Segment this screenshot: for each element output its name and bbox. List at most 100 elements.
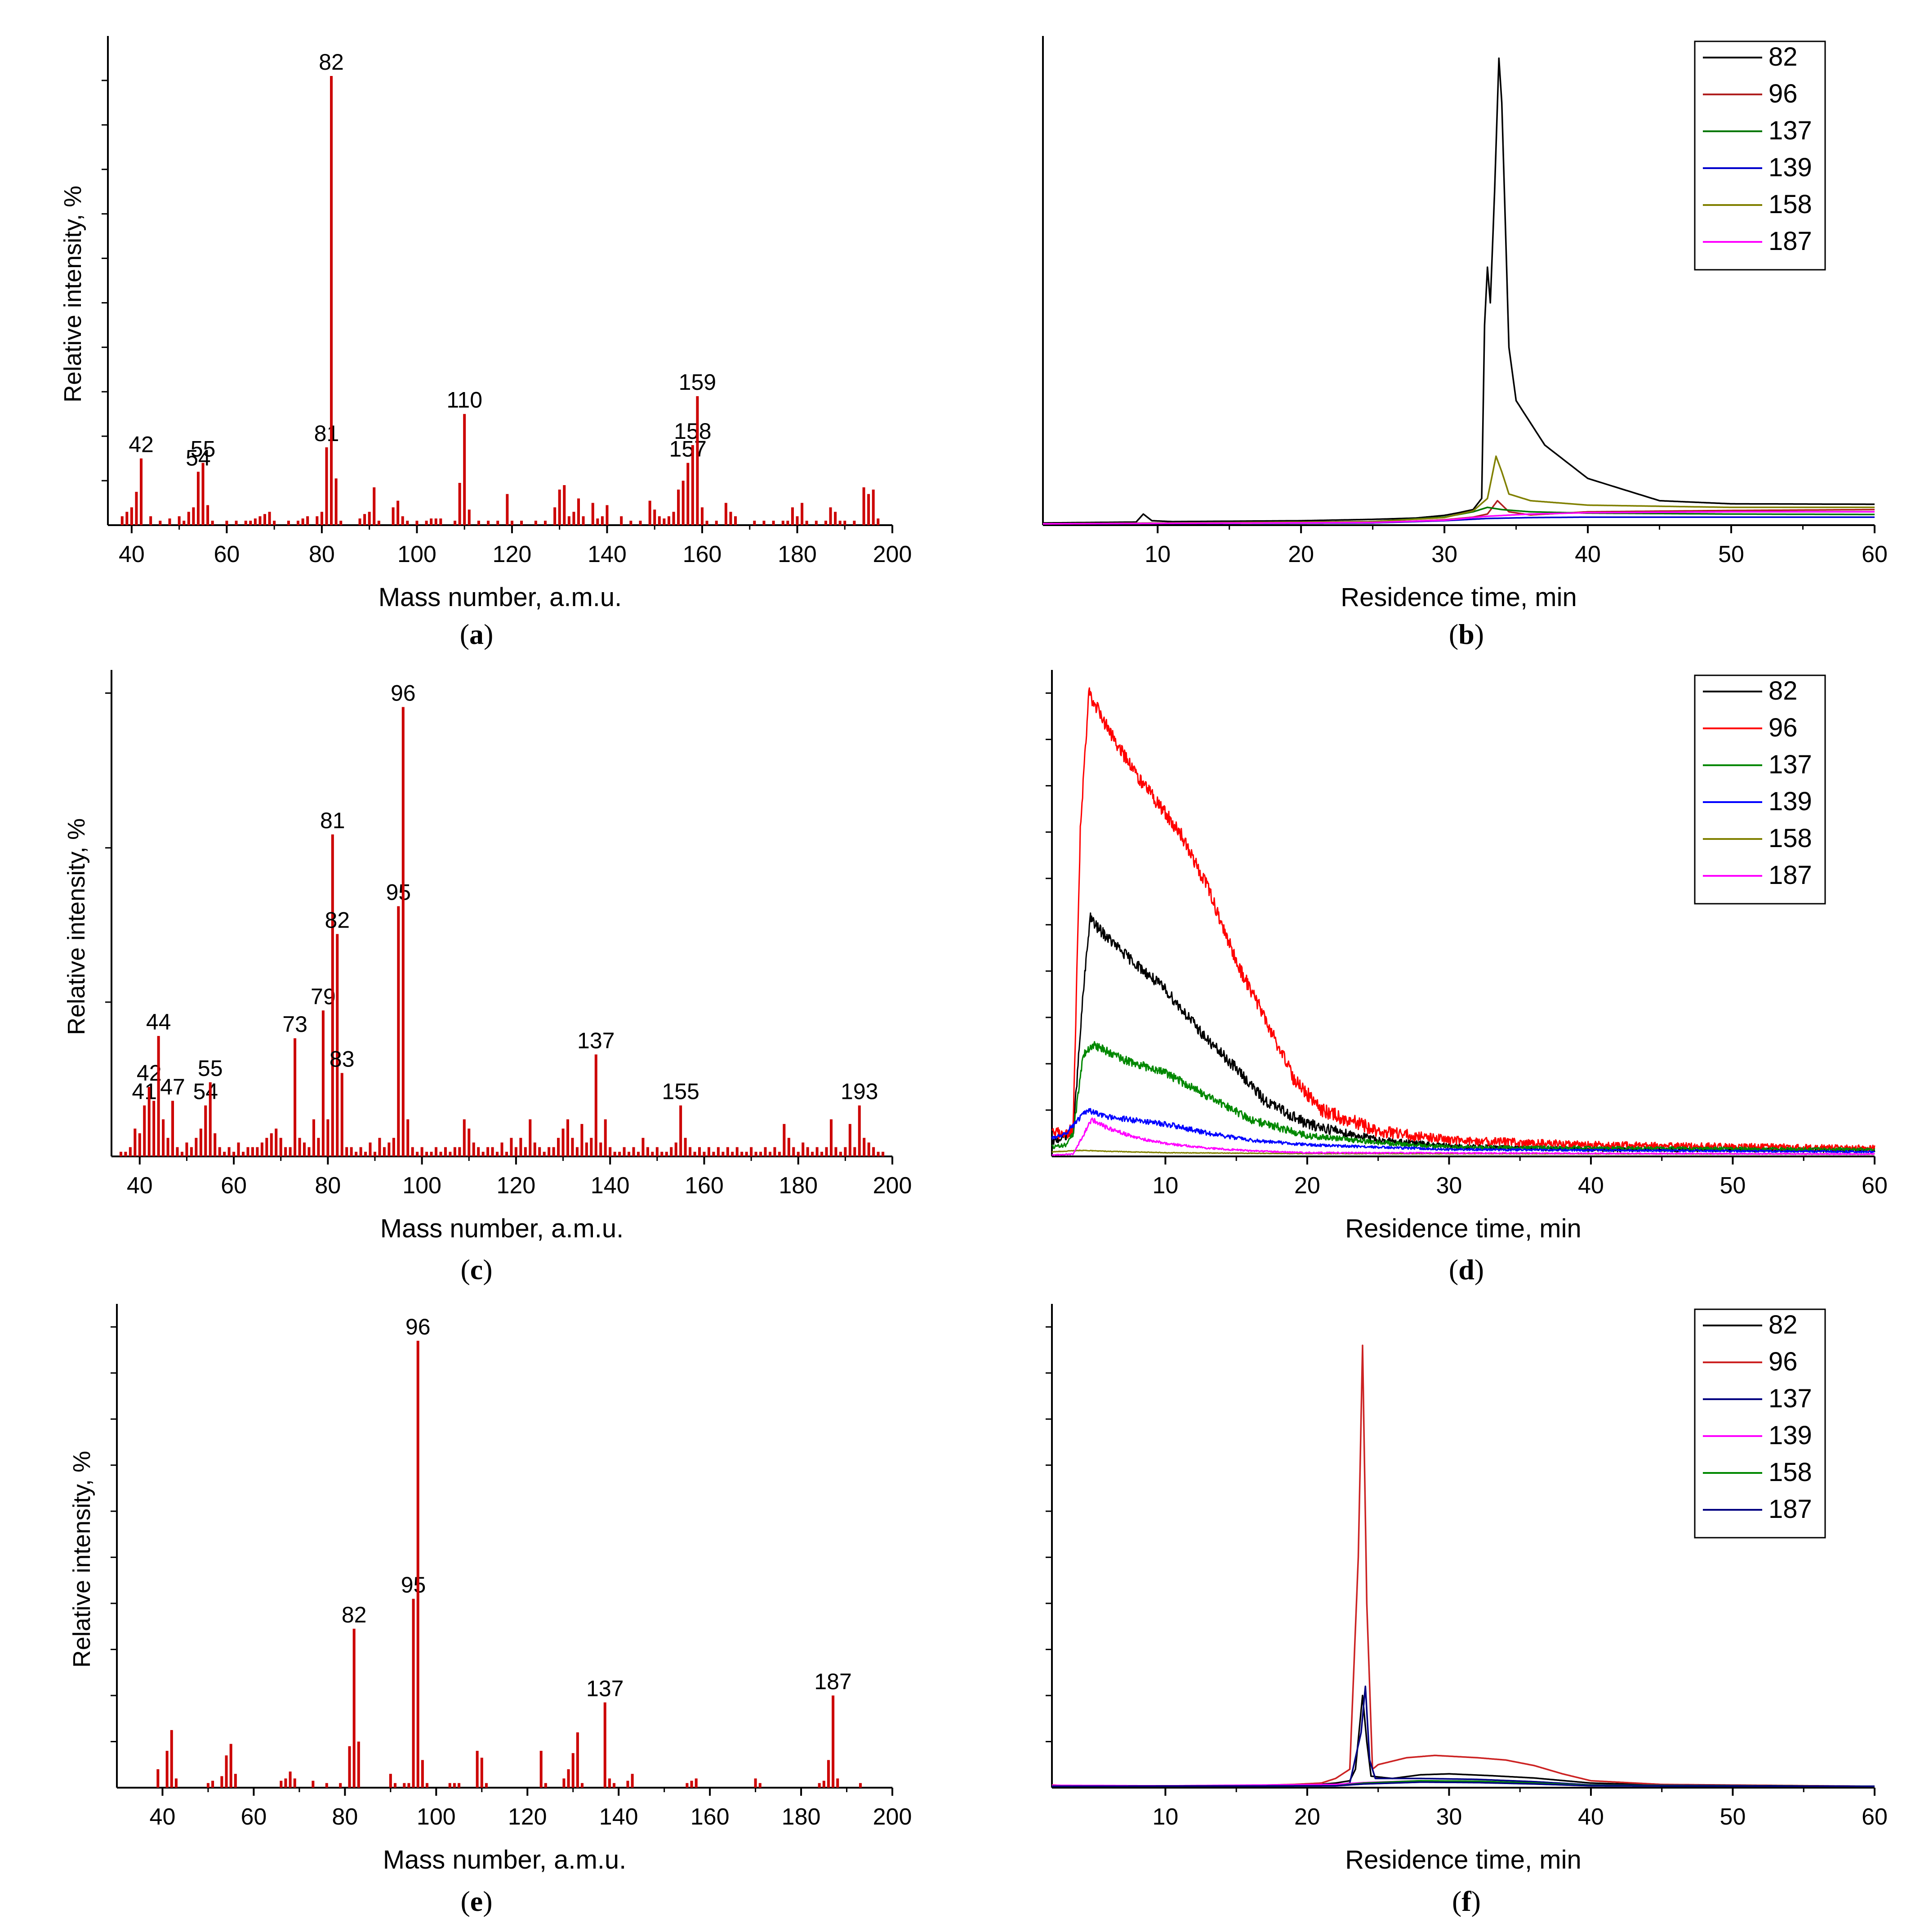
x-tick-label: 30 (1436, 1804, 1462, 1830)
peak-label: 159 (679, 370, 716, 395)
x-tick-label: 160 (690, 1804, 730, 1830)
legend-label: 187 (1768, 1495, 1812, 1524)
x-tick-label: 140 (591, 1173, 630, 1199)
peak-label: 95 (401, 1572, 426, 1597)
legend-label: 137 (1768, 1384, 1812, 1413)
x-tick-label: 20 (1294, 1804, 1320, 1830)
x-axis-title: Residence time, min (1341, 583, 1577, 612)
peak-label: 81 (320, 808, 345, 833)
x-tick-label: 80 (332, 1804, 358, 1830)
legend-box (1694, 40, 1826, 271)
panel-caption: (e) (460, 1885, 492, 1917)
x-tick-label: 60 (221, 1173, 247, 1199)
x-tick-label: 120 (493, 541, 532, 567)
peak-label: 47 (160, 1074, 185, 1099)
x-tick-label: 100 (402, 1173, 441, 1199)
x-tick-label: 80 (315, 1173, 341, 1199)
caption-paren-open: ( (1452, 1885, 1461, 1917)
legend-label: 158 (1768, 1458, 1812, 1487)
series-line-82 (1042, 57, 1875, 524)
y-axis-title: Relative intensity, % (59, 186, 86, 402)
caption-paren-close: ) (483, 1885, 492, 1917)
caption-paren-close: ) (483, 1254, 492, 1285)
peak-label: 81 (314, 421, 339, 446)
legend-box (1694, 674, 1826, 905)
legend-label: 96 (1768, 1347, 1798, 1376)
x-tick-label: 60 (1862, 1804, 1888, 1830)
x-tick-label: 160 (685, 1173, 724, 1199)
caption-paren-open: ( (460, 618, 469, 650)
x-axis-title: Residence time, min (1345, 1845, 1581, 1874)
chart-panel-d: 10 20 30 40 50 60 Residence time, min (d) 82 96 13… (1046, 670, 1888, 1285)
peak-label: 193 (841, 1079, 878, 1104)
legend-label: 139 (1768, 787, 1812, 816)
series-line-139 (1051, 1108, 1875, 1154)
peak-label: 187 (814, 1669, 851, 1694)
peak-label: 41 (132, 1079, 157, 1104)
peak-label: 82 (325, 907, 350, 933)
series-line-137 (1051, 1041, 1875, 1152)
x-tick-label: 50 (1718, 541, 1744, 567)
peak-label: 73 (282, 1012, 307, 1037)
legend-label: 139 (1768, 1421, 1812, 1450)
legend: 82 96 137 139 158 187 (1694, 674, 1826, 905)
x-tick-label: 40 (150, 1804, 176, 1830)
caption-paren-open: ( (460, 1885, 470, 1917)
x-tick-label: 100 (397, 541, 437, 567)
peak-label: 54 (186, 445, 211, 470)
caption-letter: b (1458, 618, 1474, 650)
legend-label: 187 (1768, 861, 1812, 890)
peak-label: 55 (191, 437, 216, 462)
legend-label: 96 (1768, 79, 1798, 108)
caption-paren-close: ) (484, 618, 493, 650)
peak-label: 55 (198, 1056, 223, 1081)
legend-label: 158 (1768, 190, 1812, 219)
x-axis-title: Mass number, a.m.u. (383, 1845, 627, 1874)
x-tick-label: 180 (779, 1173, 818, 1199)
x-tick-label: 160 (683, 541, 722, 567)
x-tick-label: 120 (497, 1173, 536, 1199)
caption-letter: a (469, 618, 484, 650)
caption-letter: d (1458, 1254, 1474, 1285)
x-tick-label: 60 (214, 541, 240, 567)
x-tick-label: 200 (873, 1173, 912, 1199)
x-tick-label: 20 (1288, 541, 1314, 567)
x-tick-label: 50 (1720, 1804, 1746, 1830)
x-tick-label: 50 (1720, 1173, 1746, 1199)
chart-panel-a: 40 60 80 100 120 140 160 180 200 Mass number, a.m… (59, 36, 912, 650)
legend-box (1694, 1308, 1826, 1539)
peak-label: 157 (669, 437, 707, 462)
x-axis-title: Mass number, a.m.u. (379, 583, 622, 612)
caption-letter: e (470, 1885, 483, 1917)
caption-paren-open: ( (460, 1254, 470, 1285)
peak-label: 96 (391, 680, 416, 705)
x-tick-label: 140 (588, 541, 627, 567)
x-tick-label: 40 (1578, 1804, 1604, 1830)
x-tick-label: 180 (782, 1804, 821, 1830)
legend-label: 82 (1768, 1310, 1798, 1339)
legend-label: 137 (1768, 116, 1812, 145)
caption-paren-close: ) (1474, 1254, 1484, 1285)
peak-label: 54 (193, 1079, 218, 1104)
peak-label: 158 (674, 419, 711, 444)
x-tick-label: 80 (309, 541, 335, 567)
panel-caption: (c) (460, 1254, 492, 1285)
peak-label: 137 (586, 1676, 624, 1701)
caption-paren-open: ( (1449, 1254, 1458, 1285)
chart-panel-f: 10 20 30 40 50 60 Residence time, min (f) 82 96 13… (1046, 1304, 1888, 1917)
series-line-187 (1051, 1117, 1875, 1156)
x-tick-label: 40 (127, 1173, 153, 1199)
x-tick-label: 120 (508, 1804, 547, 1830)
panel-caption: (a) (460, 618, 494, 650)
panel-caption: (d) (1449, 1254, 1484, 1285)
x-tick-label: 40 (119, 541, 145, 567)
caption-letter: f (1461, 1885, 1471, 1917)
panel-caption: (f) (1452, 1885, 1481, 1917)
x-tick-label: 100 (417, 1804, 456, 1830)
caption-paren-open: ( (1449, 618, 1458, 650)
x-tick-label: 180 (778, 541, 817, 567)
peak-label: 44 (146, 1009, 171, 1035)
x-tick-label: 10 (1152, 1173, 1178, 1199)
peak-label: 96 (405, 1314, 431, 1339)
